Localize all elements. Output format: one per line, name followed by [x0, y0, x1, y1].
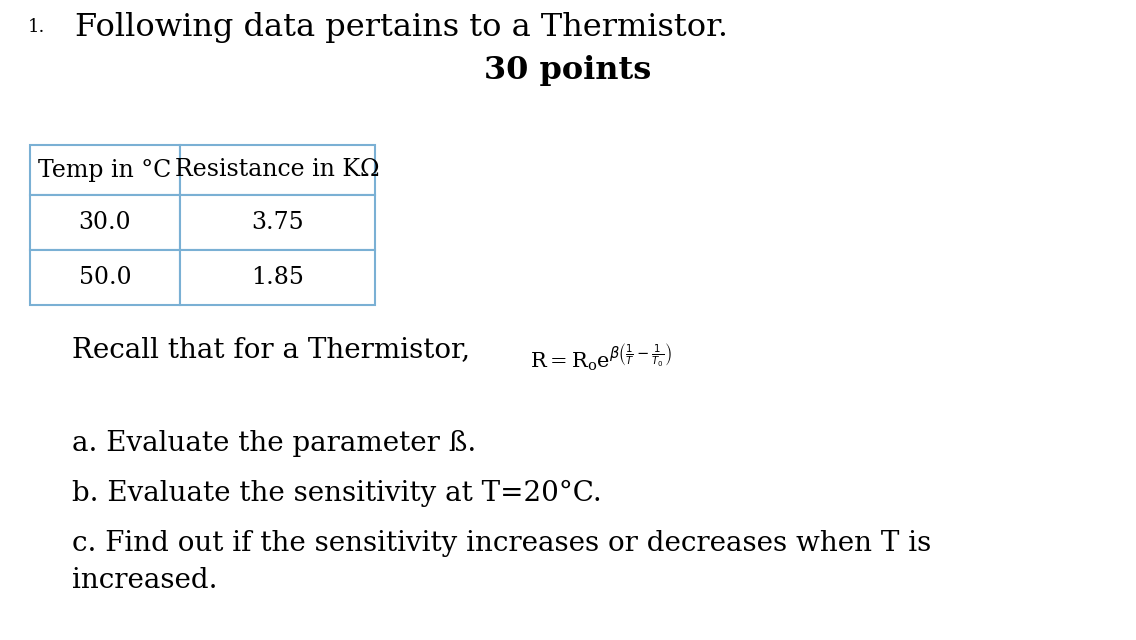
Text: Resistance in KΩ: Resistance in KΩ	[175, 159, 379, 182]
Text: 3.75: 3.75	[251, 211, 303, 234]
Text: c. Find out if the sensitivity increases or decreases when T is
increased.: c. Find out if the sensitivity increases…	[72, 530, 932, 595]
FancyBboxPatch shape	[30, 250, 179, 305]
Text: 30.0: 30.0	[78, 211, 132, 234]
Text: Recall that for a Thermistor,: Recall that for a Thermistor,	[72, 337, 470, 364]
Text: 30 points: 30 points	[484, 55, 652, 86]
FancyBboxPatch shape	[179, 145, 375, 195]
FancyBboxPatch shape	[179, 250, 375, 305]
FancyBboxPatch shape	[30, 145, 179, 195]
Text: 1.: 1.	[28, 18, 45, 36]
Text: 1.85: 1.85	[251, 266, 304, 289]
Text: b. Evaluate the sensitivity at T=20°C.: b. Evaluate the sensitivity at T=20°C.	[72, 480, 602, 507]
Text: $\mathregular{R = R_o e}$$^{\beta\left(\frac{1}{T}-\frac{1}{T_0}\right)}$: $\mathregular{R = R_o e}$$^{\beta\left(\…	[531, 342, 673, 373]
FancyBboxPatch shape	[30, 195, 179, 250]
FancyBboxPatch shape	[179, 195, 375, 250]
Text: 50.0: 50.0	[78, 266, 132, 289]
Text: Following data pertains to a Thermistor.: Following data pertains to a Thermistor.	[75, 12, 728, 43]
Text: a. Evaluate the parameter ß.: a. Evaluate the parameter ß.	[72, 430, 476, 457]
Text: Temp in °C: Temp in °C	[39, 159, 172, 182]
